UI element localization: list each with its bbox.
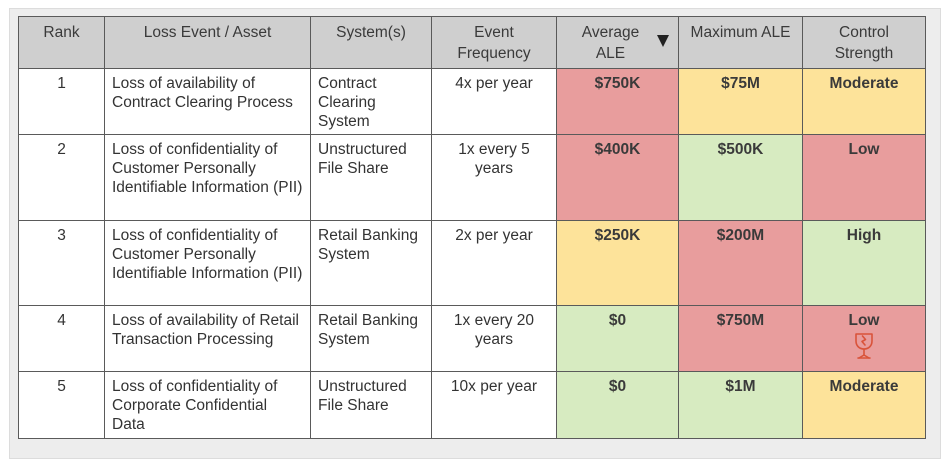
- frequency-cell: 2x per year: [431, 220, 557, 306]
- frequency-cell: 1x every 5 years: [431, 134, 557, 221]
- broken-glass-icon: [855, 333, 873, 359]
- maximum-ale-cell: $500K: [678, 134, 803, 221]
- sort-descending-icon[interactable]: [657, 35, 669, 47]
- loss-event-cell: Loss of confidentiality of Customer Pers…: [104, 134, 311, 221]
- control-strength-label: Low: [848, 312, 880, 329]
- maximum-ale-cell: $1M: [678, 371, 803, 439]
- header-average-ale-label: Average ALE: [581, 24, 640, 62]
- systems-cell: Unstructured File Share: [310, 134, 432, 221]
- rank-cell: 1: [18, 68, 105, 135]
- average-ale-cell: $750K: [556, 68, 679, 135]
- header-control-strength[interactable]: Control Strength: [802, 16, 926, 69]
- table-row: 3 Loss of confidentiality of Customer Pe…: [18, 220, 926, 306]
- loss-event-cell: Loss of confidentiality of Corporate Con…: [104, 371, 311, 439]
- header-frequency[interactable]: Event Frequency: [431, 16, 557, 69]
- table-row: 5 Loss of confidentiality of Corporate C…: [18, 371, 926, 439]
- maximum-ale-cell: $750M: [678, 305, 803, 372]
- control-strength-cell: Low: [802, 305, 926, 372]
- loss-event-cell: Loss of confidentiality of Customer Pers…: [104, 220, 311, 306]
- header-systems[interactable]: System(s): [310, 16, 432, 69]
- rank-cell: 4: [18, 305, 105, 372]
- systems-cell: Contract Clearing System: [310, 68, 432, 135]
- average-ale-cell: $250K: [556, 220, 679, 306]
- rank-cell: 3: [18, 220, 105, 306]
- rank-cell: 2: [18, 134, 105, 221]
- table-row: 2 Loss of confidentiality of Customer Pe…: [18, 134, 926, 221]
- header-average-ale[interactable]: Average ALE: [556, 16, 679, 69]
- systems-cell: Unstructured File Share: [310, 371, 432, 439]
- rank-cell: 5: [18, 371, 105, 439]
- average-ale-cell: $0: [556, 305, 679, 372]
- systems-cell: Retail Banking System: [310, 220, 432, 306]
- average-ale-cell: $0: [556, 371, 679, 439]
- frequency-cell: 4x per year: [431, 68, 557, 135]
- control-strength-cell: Moderate: [802, 68, 926, 135]
- control-strength-cell: Low: [802, 134, 926, 221]
- control-strength-cell: Moderate: [802, 371, 926, 439]
- header-rank[interactable]: Rank: [18, 16, 105, 69]
- maximum-ale-cell: $200M: [678, 220, 803, 306]
- systems-cell: Retail Banking System: [310, 305, 432, 372]
- header-row: Rank Loss Event / Asset System(s) Event …: [18, 16, 926, 69]
- frequency-cell: 10x per year: [431, 371, 557, 439]
- control-strength-cell: High: [802, 220, 926, 306]
- risk-table: Rank Loss Event / Asset System(s) Event …: [18, 16, 926, 439]
- loss-event-cell: Loss of availability of Retail Transacti…: [104, 305, 311, 372]
- average-ale-cell: $400K: [556, 134, 679, 221]
- maximum-ale-cell: $75M: [678, 68, 803, 135]
- frequency-cell: 1x every 20 years: [431, 305, 557, 372]
- table-row: 4 Loss of availability of Retail Transac…: [18, 305, 926, 372]
- loss-event-cell: Loss of availability of Contract Clearin…: [104, 68, 311, 135]
- table-row: 1 Loss of availability of Contract Clear…: [18, 68, 926, 135]
- header-maximum-ale[interactable]: Maximum ALE: [678, 16, 803, 69]
- header-loss-event[interactable]: Loss Event / Asset: [104, 16, 311, 69]
